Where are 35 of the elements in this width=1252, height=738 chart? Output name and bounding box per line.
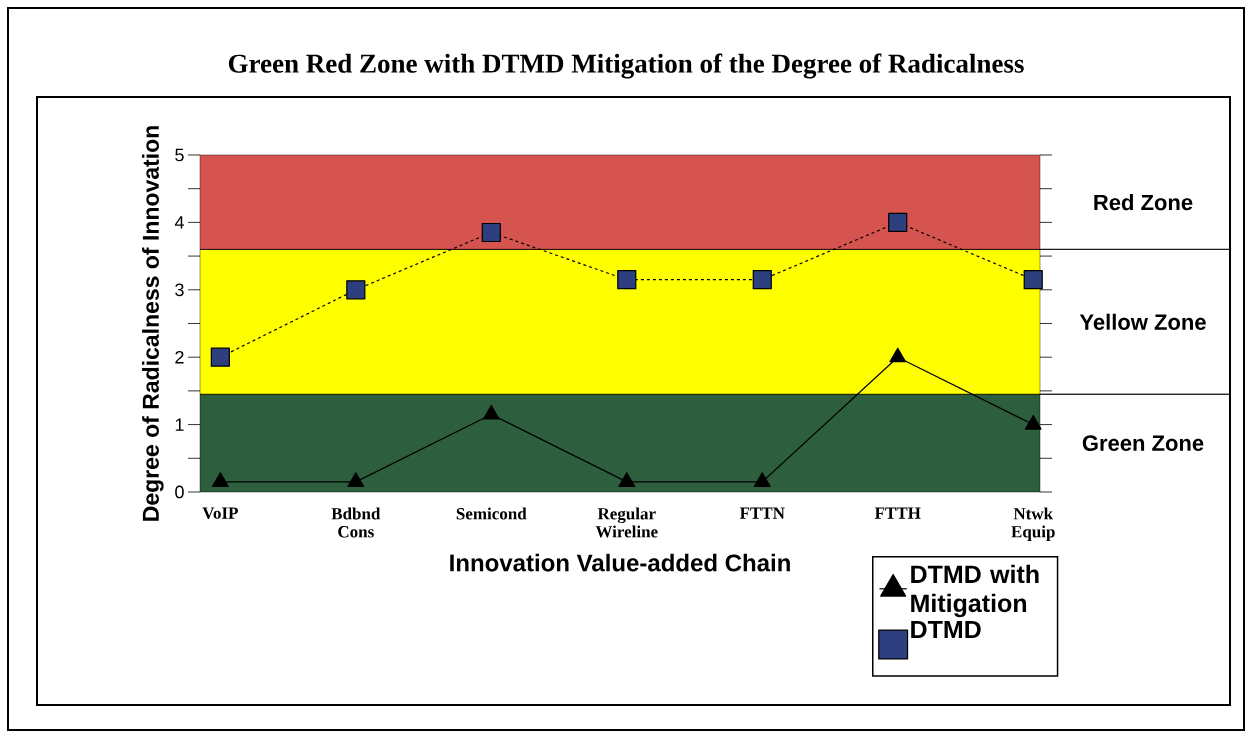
point (1024, 414, 1042, 430)
y-tick-label: 3 (175, 283, 184, 297)
point (482, 404, 500, 420)
y-tick-label: 5 (175, 148, 184, 162)
y-tick-label: 0 (175, 485, 184, 499)
point (753, 472, 771, 487)
y-tick-label: 2 (175, 350, 184, 364)
x-tick-label: Ntwk Equip (1011, 507, 1055, 541)
band-label: Red Zone (1094, 194, 1193, 211)
y-tick-label: 4 (174, 216, 184, 229)
x-axis-title: Innovation Value-added Chain (450, 553, 790, 572)
y-axis-title: Degree of Radicalness of Innovation (142, 126, 164, 521)
point (617, 270, 637, 290)
x-tick-label: Semicond (456, 507, 527, 520)
point (481, 222, 501, 243)
point (888, 212, 908, 232)
band-label: Green Zone (1082, 435, 1204, 451)
legend-label: DTMD (911, 620, 981, 639)
y-tick-label: 1 (175, 418, 184, 431)
legend-label: DTMD with Mitigation (911, 564, 1039, 618)
point (1023, 270, 1043, 290)
point (210, 347, 230, 367)
point (347, 472, 365, 487)
x-tick-label: Regular Wireline (595, 507, 658, 538)
point (618, 472, 636, 487)
point (346, 280, 366, 300)
x-tick-label: Bdbnd Cons (331, 507, 381, 538)
band-label: Yellow Zone (1079, 313, 1206, 330)
point (211, 472, 229, 487)
x-tick-label: FTTN (739, 507, 785, 519)
chart-title: Green Red Zone with DTMD Mitigation of the Degree of Radicalness (228, 53, 1024, 79)
point (752, 270, 772, 290)
x-tick-label: FTTH (874, 507, 921, 519)
x-tick-label: VoIP (202, 507, 238, 519)
point (889, 347, 907, 363)
